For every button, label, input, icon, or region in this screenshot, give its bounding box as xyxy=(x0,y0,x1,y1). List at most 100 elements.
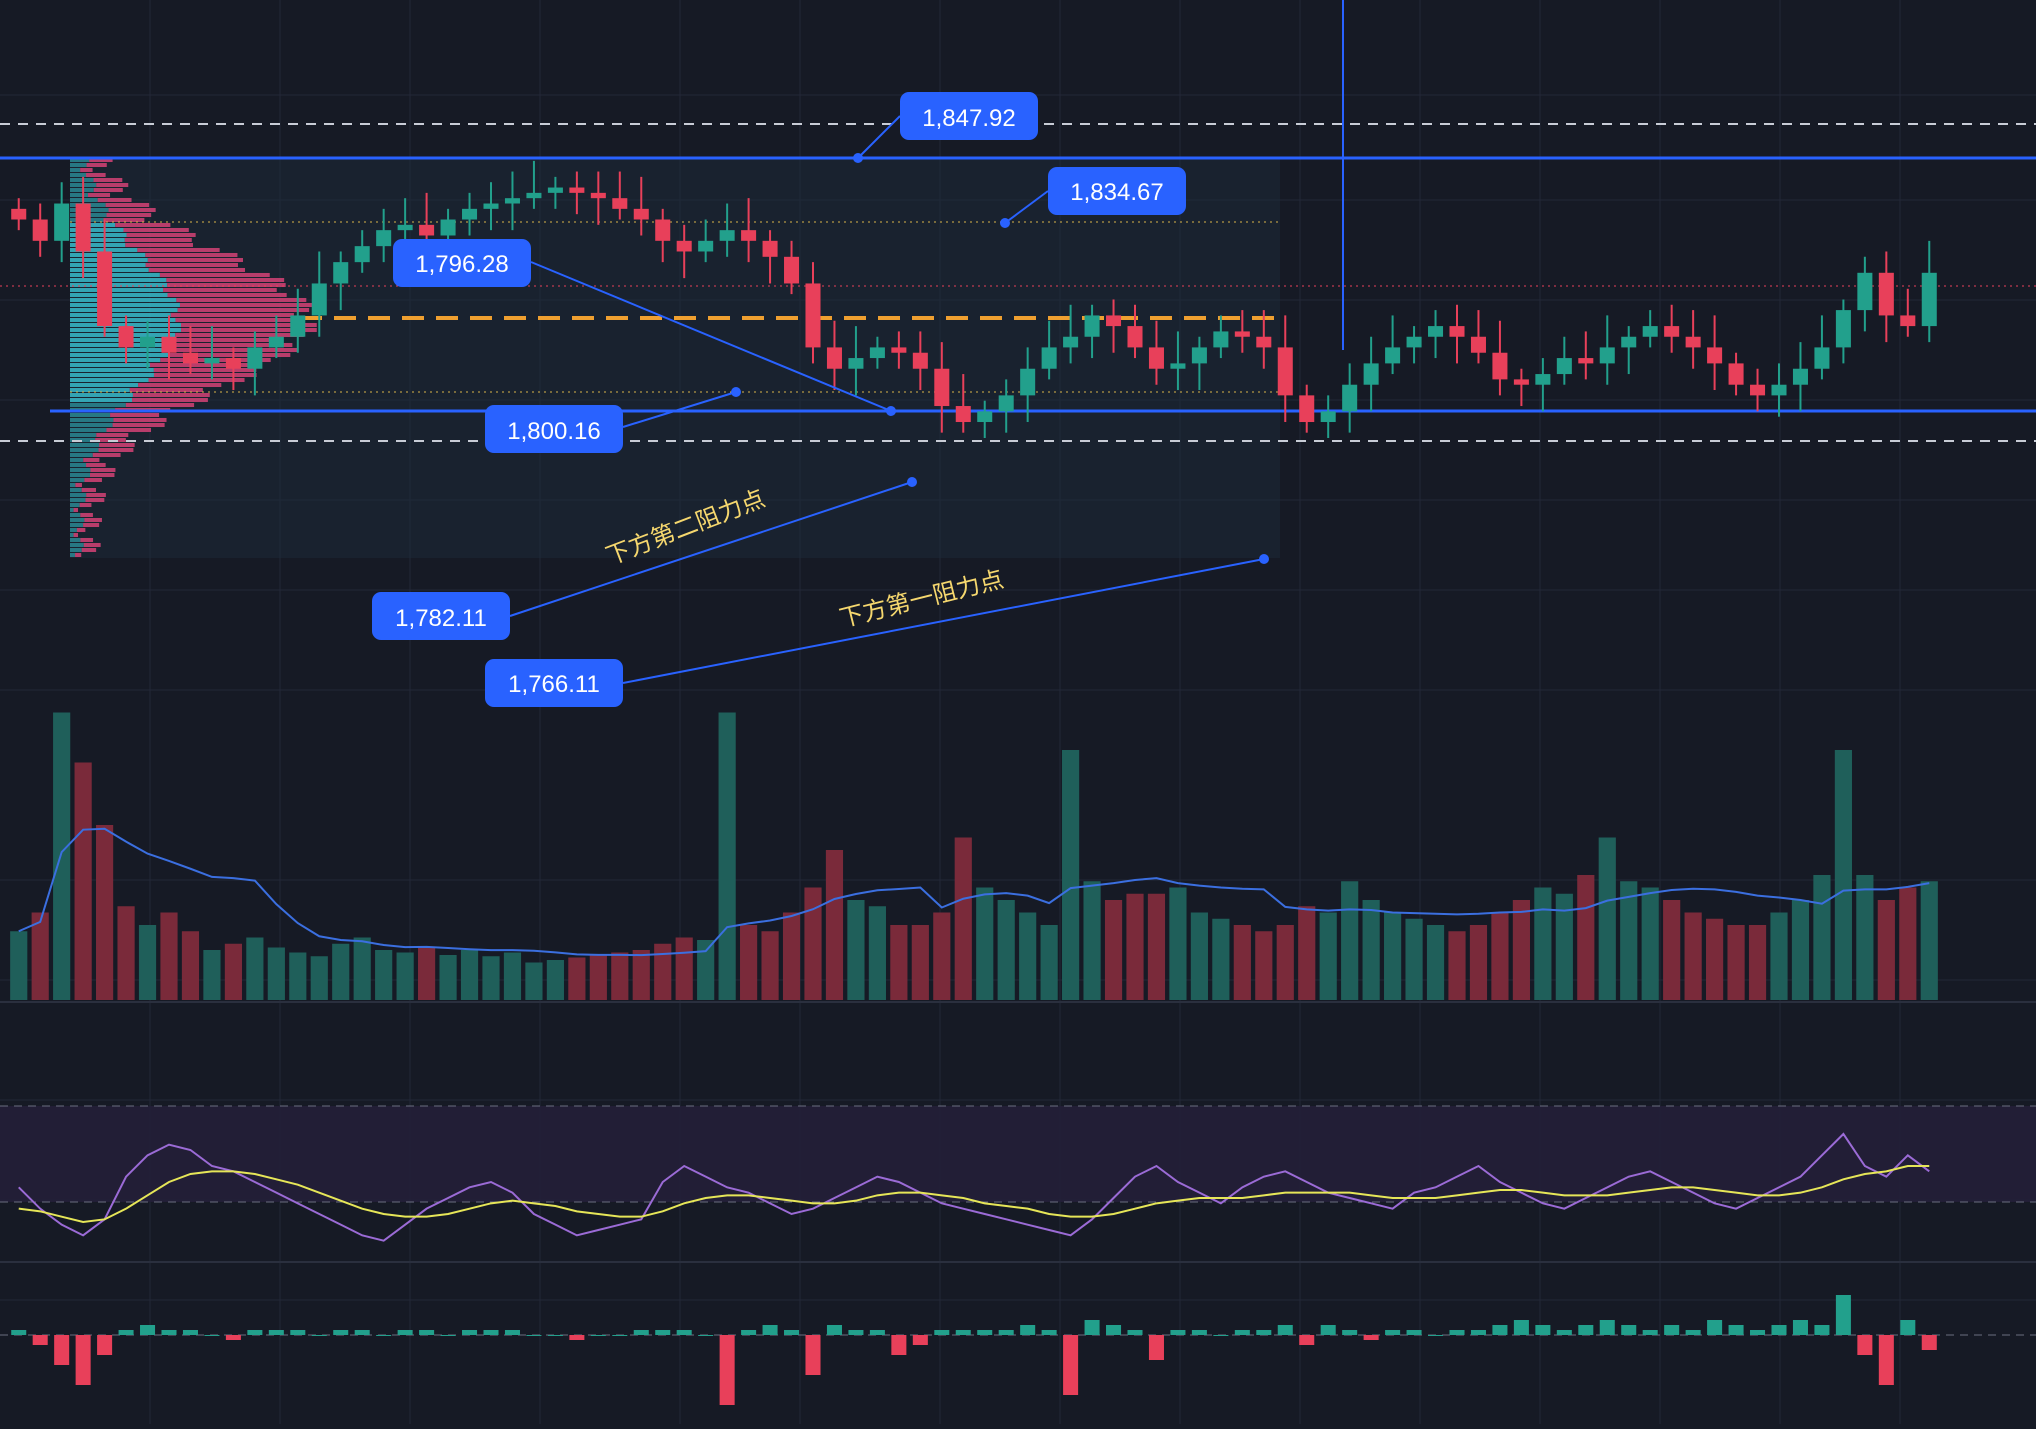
vp-bar-down xyxy=(105,203,150,207)
candle-body-68 xyxy=(1470,336,1486,353)
label-mid-support[interactable]: 1,800.16 xyxy=(485,405,623,453)
volume-bar-27 xyxy=(589,955,607,1000)
candle-body-10 xyxy=(225,358,241,369)
label-top-resistance[interactable]: 1,847.92 xyxy=(900,92,1038,140)
macd-bar-51 xyxy=(1106,1325,1122,1335)
volume-bar-52 xyxy=(1126,893,1144,1000)
volume-bar-87 xyxy=(1877,900,1895,1000)
candle-body-6 xyxy=(140,336,156,348)
volume-bar-89 xyxy=(1920,881,1938,1000)
candle-body-82 xyxy=(1771,384,1787,396)
candle-body-40 xyxy=(869,347,885,359)
vp-bar-down xyxy=(97,198,132,202)
volume-bar-66 xyxy=(1426,925,1445,1000)
vp-bar-down xyxy=(170,343,293,347)
volume-bar-88 xyxy=(1899,887,1917,1000)
candle-body-5 xyxy=(118,326,134,348)
callout-first-anchor xyxy=(1259,554,1269,564)
vp-bar-up xyxy=(70,308,178,312)
callout-upper-line xyxy=(1004,190,1049,224)
vp-bar-down xyxy=(177,308,310,312)
label-second-support[interactable]: 1,782.11 xyxy=(372,592,510,640)
volume-bar-72 xyxy=(1555,893,1573,1000)
candle-body-50 xyxy=(1084,315,1100,337)
candle-body-32 xyxy=(698,240,714,252)
vp-bar-up xyxy=(70,303,180,307)
macd-histogram xyxy=(0,1295,2036,1405)
macd-bar-71 xyxy=(1535,1325,1551,1335)
vp-bar-up xyxy=(70,533,74,537)
candle-body-23 xyxy=(504,198,520,204)
macd-bar-29 xyxy=(633,1330,649,1335)
drawing-tools[interactable] xyxy=(509,115,1269,684)
vp-bar-down xyxy=(175,318,305,322)
vp-bar-up xyxy=(70,378,149,382)
volume-bar-41 xyxy=(890,925,908,1000)
label-upper-high[interactable]: 1,834.67 xyxy=(1048,167,1186,215)
vp-bar-up xyxy=(70,158,90,162)
macd-bar-86 xyxy=(1857,1335,1873,1355)
vp-bar-down xyxy=(75,553,82,557)
candle-body-61 xyxy=(1320,411,1336,423)
vp-bar-up xyxy=(70,493,87,497)
macd-bar-15 xyxy=(333,1330,349,1335)
label-first-support[interactable]: 1,766.11 xyxy=(485,659,623,707)
volume-bar-37 xyxy=(804,887,822,1000)
vp-bar-down xyxy=(153,368,257,372)
candle-body-63 xyxy=(1363,363,1379,385)
macd-bar-63 xyxy=(1363,1335,1379,1340)
label-poc-left[interactable]: 1,796.28 xyxy=(393,239,531,287)
vp-bar-up xyxy=(70,453,93,457)
macd-bar-73 xyxy=(1578,1325,1594,1335)
vp-bar-up xyxy=(70,278,167,282)
vp-bar-down xyxy=(86,463,106,467)
volume-bar-8 xyxy=(181,931,200,1000)
vp-bar-up xyxy=(70,428,107,432)
macd-bar-75 xyxy=(1621,1325,1637,1335)
vp-bar-down xyxy=(106,428,152,432)
vp-bar-down xyxy=(86,173,106,177)
volume-bar-14 xyxy=(310,956,328,1000)
vp-bar-up xyxy=(70,433,97,437)
macd-bar-60 xyxy=(1299,1335,1315,1345)
vp-bar-down xyxy=(169,353,291,357)
vp-bar-down xyxy=(129,388,203,392)
vp-bar-up xyxy=(70,373,154,377)
macd-bar-10 xyxy=(225,1335,241,1340)
candle-body-31 xyxy=(676,240,692,252)
vp-bar-down xyxy=(80,513,93,517)
vp-bar-up xyxy=(70,413,111,417)
vp-bar-up xyxy=(70,288,164,292)
macd-bar-55 xyxy=(1191,1330,1207,1335)
volume-bar-6 xyxy=(138,925,157,1000)
macd-bar-65 xyxy=(1406,1330,1422,1335)
vp-bar-down xyxy=(99,443,135,447)
macd-bar-49 xyxy=(1063,1335,1079,1395)
volume-bar-61 xyxy=(1319,912,1337,1000)
volume-ma-line xyxy=(18,827,1930,957)
volume-bar-17 xyxy=(375,950,393,1000)
vp-bar-up xyxy=(70,438,96,442)
candle-body-80 xyxy=(1728,363,1744,385)
candle-body-12 xyxy=(268,336,284,348)
vp-bar-down xyxy=(172,348,298,352)
vp-bar-down xyxy=(89,158,113,162)
macd-bar-43 xyxy=(934,1330,950,1335)
vp-bar-up xyxy=(70,238,125,242)
vp-bar-up xyxy=(70,518,85,522)
callout-top-line xyxy=(857,115,901,159)
vp-bar-down xyxy=(148,268,246,272)
volume-bar-82 xyxy=(1770,912,1788,1000)
macd-bar-56 xyxy=(1213,1335,1229,1336)
vp-bar-down xyxy=(147,258,243,262)
vp-bar-down xyxy=(166,278,285,282)
candle-body-38 xyxy=(826,347,842,369)
volume-bar-56 xyxy=(1212,918,1230,1000)
callout-mid-line xyxy=(622,391,737,428)
candle-body-0 xyxy=(11,208,27,220)
vp-bar-up xyxy=(70,223,116,227)
vp-bar-up xyxy=(70,473,91,477)
vp-bar-up xyxy=(70,348,173,352)
